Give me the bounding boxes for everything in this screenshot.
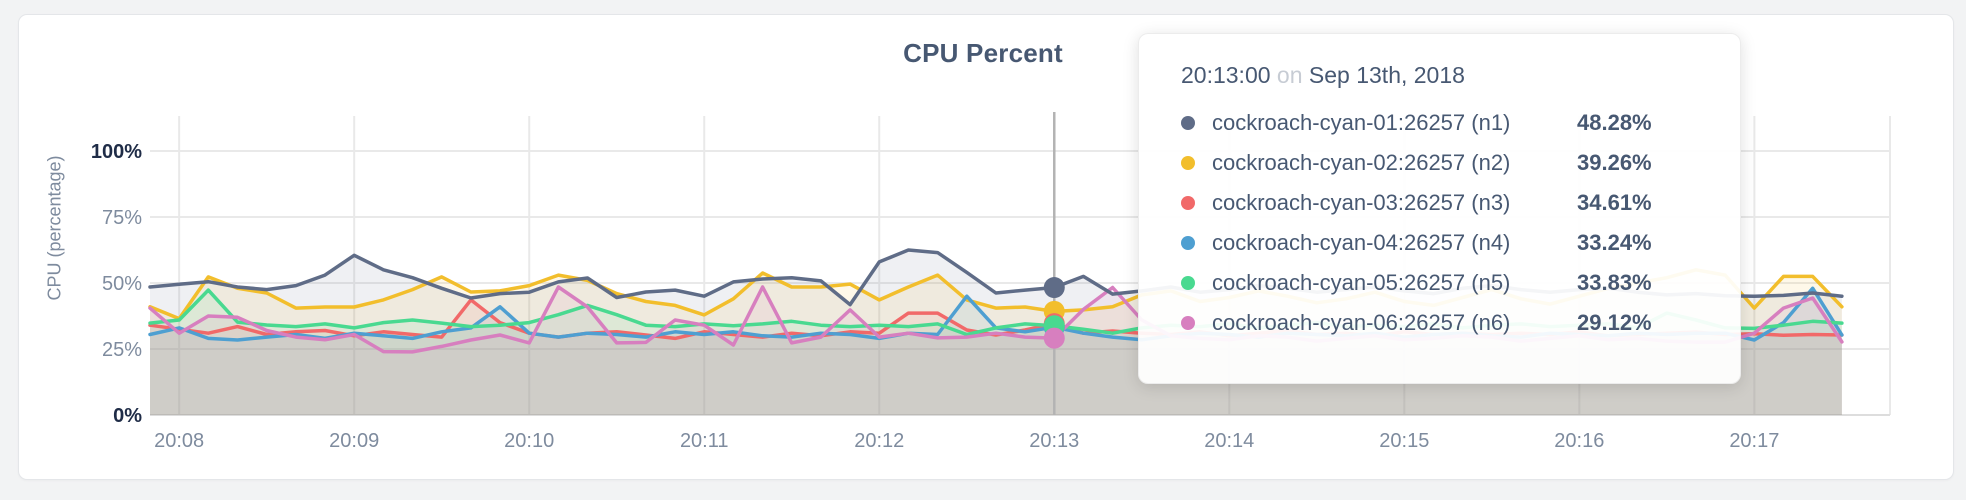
- tooltip-series-name: cockroach-cyan-06:26257 (n6): [1212, 310, 1511, 335]
- tooltip-time: 20:13:00: [1181, 62, 1271, 88]
- tooltip-row-n2: cockroach-cyan-02:26257 (n2) 39.26%: [1181, 143, 1700, 183]
- series-color-dot-icon: [1181, 116, 1195, 130]
- x-tick-label-20:17: 20:17: [1729, 430, 1779, 452]
- tooltip-series-value: 29.12%: [1577, 310, 1652, 335]
- tooltip-series-name: cockroach-cyan-02:26257 (n2): [1212, 150, 1511, 175]
- tooltip-series-name: cockroach-cyan-05:26257 (n5): [1212, 270, 1511, 295]
- y-tick-label-75: 75%: [102, 207, 142, 229]
- tooltip-series-name: cockroach-cyan-04:26257 (n4): [1212, 230, 1511, 255]
- x-tick-label-20:15: 20:15: [1379, 430, 1429, 452]
- x-tick-label-20:12: 20:12: [854, 430, 904, 452]
- tooltip-series-name: cockroach-cyan-03:26257 (n3): [1212, 190, 1511, 215]
- hover-tooltip: 20:13:00 on Sep 13th, 2018 cockroach-cya…: [1138, 33, 1741, 384]
- tooltip-date: Sep 13th, 2018: [1308, 62, 1465, 88]
- x-tick-label-20:10: 20:10: [504, 430, 554, 452]
- tooltip-rows: cockroach-cyan-01:26257 (n1) 48.28% cockro…: [1181, 103, 1700, 343]
- x-tick-label-20:11: 20:11: [680, 430, 729, 452]
- x-tick-label-20:16: 20:16: [1554, 430, 1604, 452]
- hover-point-n6: [1043, 327, 1065, 349]
- series-color-dot-icon: [1181, 316, 1195, 330]
- x-tick-label-20:09: 20:09: [329, 430, 379, 452]
- series-color-dot-icon: [1181, 156, 1195, 170]
- series-color-dot-icon: [1181, 236, 1195, 250]
- series-fill-n3: [150, 299, 1842, 415]
- x-tick-label-20:13: 20:13: [1029, 430, 1079, 452]
- tooltip-row-n6: cockroach-cyan-06:26257 (n6) 29.12%: [1181, 303, 1700, 343]
- x-tick-label-20:08: 20:08: [154, 430, 204, 452]
- tooltip-row-n4: cockroach-cyan-04:26257 (n4) 33.24%: [1181, 223, 1700, 263]
- series-color-dot-icon: [1181, 196, 1195, 210]
- tooltip-series-value: 34.61%: [1577, 190, 1652, 215]
- tooltip-series-value: 33.24%: [1577, 230, 1652, 255]
- y-tick-label-0: 0%: [113, 405, 142, 427]
- x-tick-label-20:14: 20:14: [1204, 430, 1254, 452]
- y-tick-label-25: 25%: [102, 339, 142, 361]
- tooltip-conjunction: on: [1276, 62, 1303, 88]
- tooltip-row-n3: cockroach-cyan-03:26257 (n3) 34.61%: [1181, 183, 1700, 223]
- tooltip-title: 20:13:00 on Sep 13th, 2018: [1181, 62, 1700, 89]
- tooltip-series-value: 33.83%: [1577, 270, 1652, 295]
- series-color-dot-icon: [1181, 276, 1195, 290]
- tooltip-row-n5: cockroach-cyan-05:26257 (n5) 33.83%: [1181, 263, 1700, 303]
- chart-title: CPU Percent: [903, 38, 1063, 68]
- y-tick-label-50: 50%: [102, 273, 142, 295]
- tooltip-series-name: cockroach-cyan-01:26257 (n1): [1212, 110, 1511, 135]
- hover-point-n1: [1043, 277, 1065, 299]
- tooltip-series-value: 39.26%: [1577, 150, 1652, 175]
- y-tick-label-100: 100%: [91, 141, 142, 163]
- tooltip-series-value: 48.28%: [1577, 110, 1652, 135]
- tooltip-row-n1: cockroach-cyan-01:26257 (n1) 48.28%: [1181, 103, 1700, 143]
